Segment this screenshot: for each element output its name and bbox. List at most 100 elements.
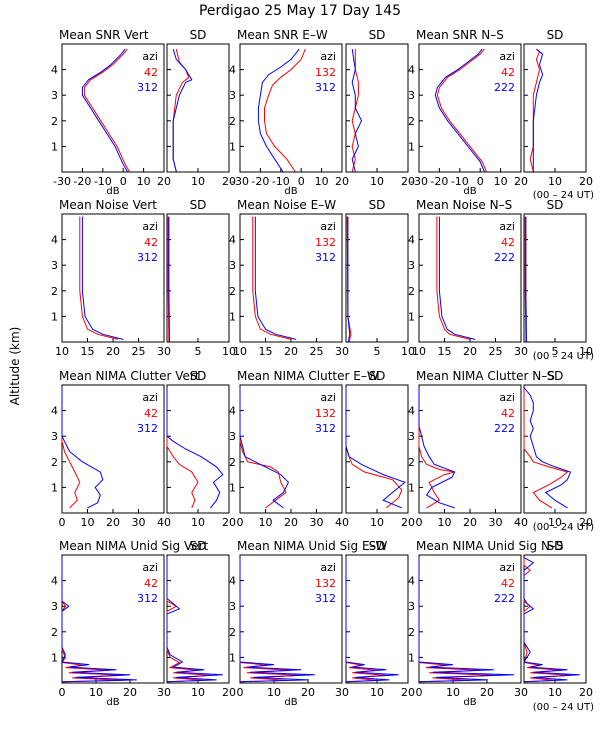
x-tick-label: 15 (438, 345, 452, 358)
x-tick-label: 30 (335, 686, 349, 699)
x-tick-label: 10 (401, 345, 415, 358)
legend-azi-b: 312 (137, 251, 158, 264)
series-b-line (172, 48, 193, 172)
sd-panel-title: SD (547, 198, 564, 212)
legend-heading: azi (320, 50, 336, 63)
sd-panel-unid-1: 10 20 SD (345, 539, 415, 699)
x-tick-label: 0 (237, 686, 244, 699)
x-tick-label: 10 (548, 686, 562, 699)
x-tick-label: -10 (451, 175, 469, 188)
x-tick-label: 25 (489, 345, 503, 358)
x-tick-label: 20 (401, 516, 415, 529)
series-a-line (523, 387, 569, 509)
y-tick-label: 2 (51, 285, 58, 298)
series-b-line (418, 387, 456, 509)
x-tick-label: 10 (191, 175, 205, 188)
mean-panel-snr-2: -30 -20 -10 0 10 20 1 2 3 4 Mean SNR N–S azi 42 222 dB (408, 28, 528, 197)
mean-panel-title: Mean NIMA Unid Sig E–W (237, 539, 388, 553)
x-tick-label: 25 (310, 345, 324, 358)
series-b-line (434, 48, 485, 172)
x-tick-label: 10 (370, 686, 384, 699)
y-tick-label: 3 (229, 600, 236, 613)
x-tick-label: 20 (106, 345, 120, 358)
mean-panel-clutter-0: 0 10 20 30 40 1 2 3 4 Mean NIMA Clutter Vert azi 42… (51, 369, 200, 529)
x-tick-label: 5 (374, 345, 381, 358)
series-a-line (79, 216, 119, 340)
legend-azi-b: 312 (137, 592, 158, 605)
y-tick-label: 4 (51, 575, 58, 588)
mean-panel-title: Mean NIMA Clutter Vert (59, 369, 200, 383)
series-a-line (61, 387, 81, 509)
series-a-line (252, 216, 292, 340)
sd-panel-noise-2: 5 10 SD (523, 198, 593, 358)
legend-heading: azi (142, 220, 158, 233)
y-tick-label: 3 (51, 430, 58, 443)
y-tick-label: 3 (229, 259, 236, 272)
y-tick-label: 2 (229, 626, 236, 639)
x-tick-label: -10 (94, 175, 112, 188)
x-tick-label: 10 (55, 345, 69, 358)
y-tick-label: 4 (408, 405, 415, 418)
mean-panel-title: Mean NIMA Unid Sig N–S (416, 539, 564, 553)
x-tick-label: 0 (59, 686, 66, 699)
x-tick-label: 20 (579, 175, 593, 188)
x-tick-label: 10 (137, 175, 151, 188)
plot-frame (61, 213, 165, 343)
mean-panel-noise-2: 10 15 20 25 30 1 2 3 4 Mean Noise N–S azi 42 222 (408, 198, 528, 358)
figure-title: Perdigao 25 May 17 Day 145 (199, 3, 401, 19)
time-range-note: (00 – 24 UT) (533, 522, 594, 533)
y-tick-label: 1 (408, 140, 415, 153)
x-tick-label: 20 (335, 175, 349, 188)
legend-heading: azi (142, 561, 158, 574)
x-tick-label: 10 (315, 175, 329, 188)
x-tick-label: 0 (120, 175, 127, 188)
mean-panel-title: Mean Noise E–W (237, 198, 336, 212)
legend-azi-b: 312 (315, 592, 336, 605)
plot-frame (166, 213, 230, 343)
y-tick-label: 4 (408, 575, 415, 588)
y-tick-label: 2 (229, 115, 236, 128)
y-tick-label: 3 (51, 259, 58, 272)
series-b-line (81, 48, 128, 172)
legend-azi-b: 312 (137, 81, 158, 94)
legend-azi-b: 312 (315, 251, 336, 264)
mean-panel-title: Mean NIMA Unid Sig Vert (59, 539, 209, 553)
y-tick-label: 1 (408, 310, 415, 323)
sd-panel-unid-2: 10 20 SD (523, 539, 593, 699)
x-tick-label: 20 (401, 175, 415, 188)
sd-panel-title: SD (369, 28, 386, 42)
series-a-line (345, 387, 403, 509)
legend-heading: azi (320, 561, 336, 574)
mean-panel-noise-1: 10 15 20 25 30 1 2 3 4 Mean Noise E–W azi 132 312 (229, 198, 349, 358)
legend-heading: azi (320, 220, 336, 233)
legend-azi-a: 42 (501, 236, 515, 249)
y-tick-label: 4 (229, 575, 236, 588)
series-b-line (438, 216, 476, 340)
sd-panel-title: SD (547, 539, 564, 553)
x-tick-label: 10 (548, 516, 562, 529)
y-tick-label: 1 (51, 140, 58, 153)
plot-frame (61, 384, 165, 514)
x-tick-label: 30 (310, 516, 324, 529)
mean-panel-title: Mean Noise Vert (59, 198, 157, 212)
mean-panel-title: Mean SNR N–S (416, 28, 504, 42)
x-tick-label: 0 (59, 516, 66, 529)
y-tick-label: 4 (51, 405, 58, 418)
x-tick-label: 20 (463, 516, 477, 529)
series-a-line (83, 48, 130, 172)
altitude-axis-label: Altitude (km) (8, 327, 22, 406)
x-tick-label: -30 (410, 175, 428, 188)
x-tick-label: 20 (401, 686, 415, 699)
series-a-line (166, 557, 211, 683)
x-tick-label: -20 (430, 175, 448, 188)
mean-panel-title: Mean Noise N–S (416, 198, 512, 212)
x-tick-label: 10 (494, 175, 508, 188)
legend-heading: azi (320, 391, 336, 404)
series-b-line (525, 216, 527, 342)
x-tick-label: 0 (237, 516, 244, 529)
time-range-note: (00 – 24 UT) (533, 190, 594, 201)
x-tick-label: 15 (81, 345, 95, 358)
